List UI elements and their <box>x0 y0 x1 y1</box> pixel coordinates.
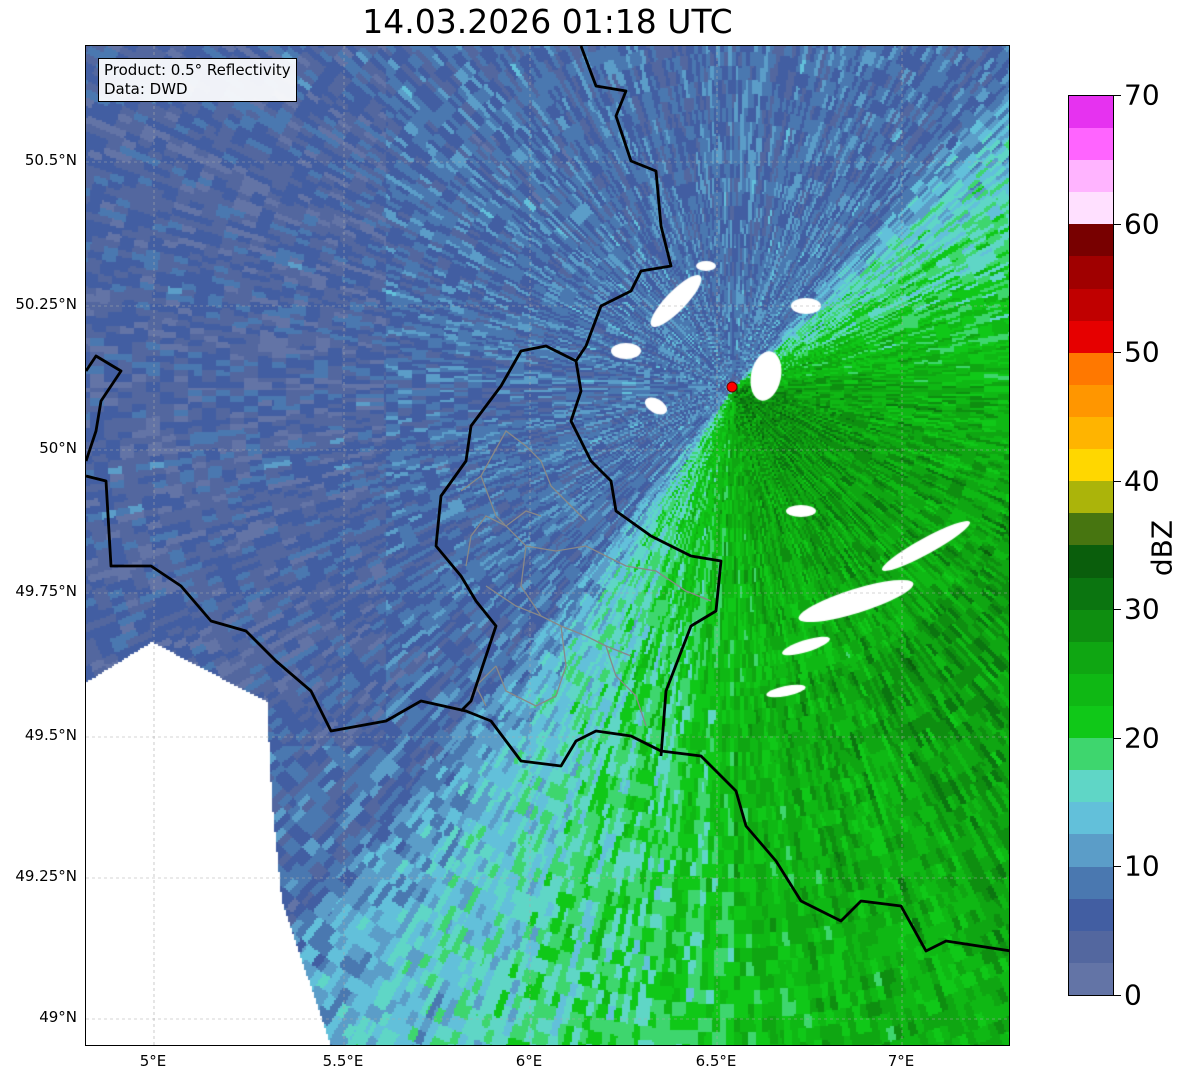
product-label: Product: 0.5° Reflectivity <box>104 61 291 79</box>
country-borders <box>86 46 1009 953</box>
x-tick: 5.5°E <box>322 1052 364 1070</box>
colorbar-tick: 60 <box>1124 207 1160 241</box>
colorbar-tick: 10 <box>1124 849 1160 883</box>
colorbar-bin <box>1069 128 1113 161</box>
colorbar-tick: 20 <box>1124 721 1160 755</box>
x-tick: 7°E <box>887 1052 915 1070</box>
colorbar-bin <box>1069 706 1113 739</box>
colorbar-bin <box>1069 866 1113 899</box>
colorbar-bin <box>1069 609 1113 642</box>
colorbar-tick: 0 <box>1124 978 1142 1012</box>
map-overlay <box>86 46 1009 1045</box>
y-tick: 49.25°N <box>15 867 77 885</box>
colorbar-bin <box>1069 449 1113 482</box>
colorbar-bin <box>1069 802 1113 835</box>
colorbar-tick-mark <box>1114 352 1121 354</box>
district-borders <box>460 430 712 727</box>
colorbar-tick: 50 <box>1124 335 1160 369</box>
colorbar-tick: 30 <box>1124 592 1160 626</box>
colorbar-tick: 40 <box>1124 464 1160 498</box>
y-tick: 49.5°N <box>24 726 77 744</box>
map-title: 14.03.2026 01:18 UTC <box>362 2 733 41</box>
y-tick: 50.25°N <box>15 295 77 313</box>
colorbar-bin <box>1069 738 1113 771</box>
colorbar-tick-mark <box>1114 480 1121 482</box>
colorbar-bin <box>1069 673 1113 707</box>
colorbar <box>1068 95 1114 996</box>
x-tick: 5°E <box>139 1052 167 1070</box>
gridlines <box>86 46 1009 1045</box>
colorbar-bin <box>1069 224 1113 257</box>
colorbar-bin <box>1069 898 1113 931</box>
colorbar-tick-mark <box>1114 609 1121 611</box>
colorbar-tick: 70 <box>1124 78 1160 112</box>
product-info-box: Product: 0.5° Reflectivity Data: DWD <box>98 58 297 102</box>
colorbar-bin <box>1069 417 1113 450</box>
data-source-label: Data: DWD <box>104 80 188 98</box>
colorbar-bin <box>1069 641 1113 674</box>
y-tick: 49°N <box>39 1008 77 1026</box>
colorbar-tick-mark <box>1114 995 1121 996</box>
colorbar-bin <box>1069 834 1113 867</box>
colorbar-bin <box>1069 577 1113 610</box>
colorbar-tick-mark <box>1114 95 1121 96</box>
colorbar-bin <box>1069 481 1113 514</box>
colorbar-bin <box>1069 770 1113 803</box>
colorbar-bin <box>1069 288 1113 321</box>
colorbar-bin <box>1069 160 1113 193</box>
colorbar-bin <box>1069 352 1113 385</box>
colorbar-bin <box>1069 384 1113 418</box>
y-tick: 50°N <box>39 439 77 457</box>
colorbar-bin <box>1069 320 1113 353</box>
colorbar-bin <box>1069 513 1113 546</box>
reflectivity-field <box>86 46 1009 1045</box>
colorbar-bin <box>1069 930 1113 963</box>
colorbar-tick-mark <box>1114 223 1121 225</box>
colorbar-bin <box>1069 545 1113 578</box>
y-tick: 50.5°N <box>24 151 77 169</box>
colorbar-tick-mark <box>1114 866 1121 868</box>
colorbar-bin <box>1069 256 1113 289</box>
colorbar-bin <box>1069 962 1113 995</box>
x-tick: 6.5°E <box>695 1052 737 1070</box>
x-tick: 6°E <box>515 1052 543 1070</box>
colorbar-bin <box>1069 192 1113 225</box>
colorbar-tick-mark <box>1114 737 1121 739</box>
colorbar-bin <box>1069 95 1113 129</box>
y-tick: 49.75°N <box>15 582 77 600</box>
radar-map[interactable]: Product: 0.5° Reflectivity Data: DWD <box>85 45 1010 1046</box>
colorbar-label: dBZ <box>1145 519 1179 577</box>
radar-site-marker <box>726 381 738 393</box>
